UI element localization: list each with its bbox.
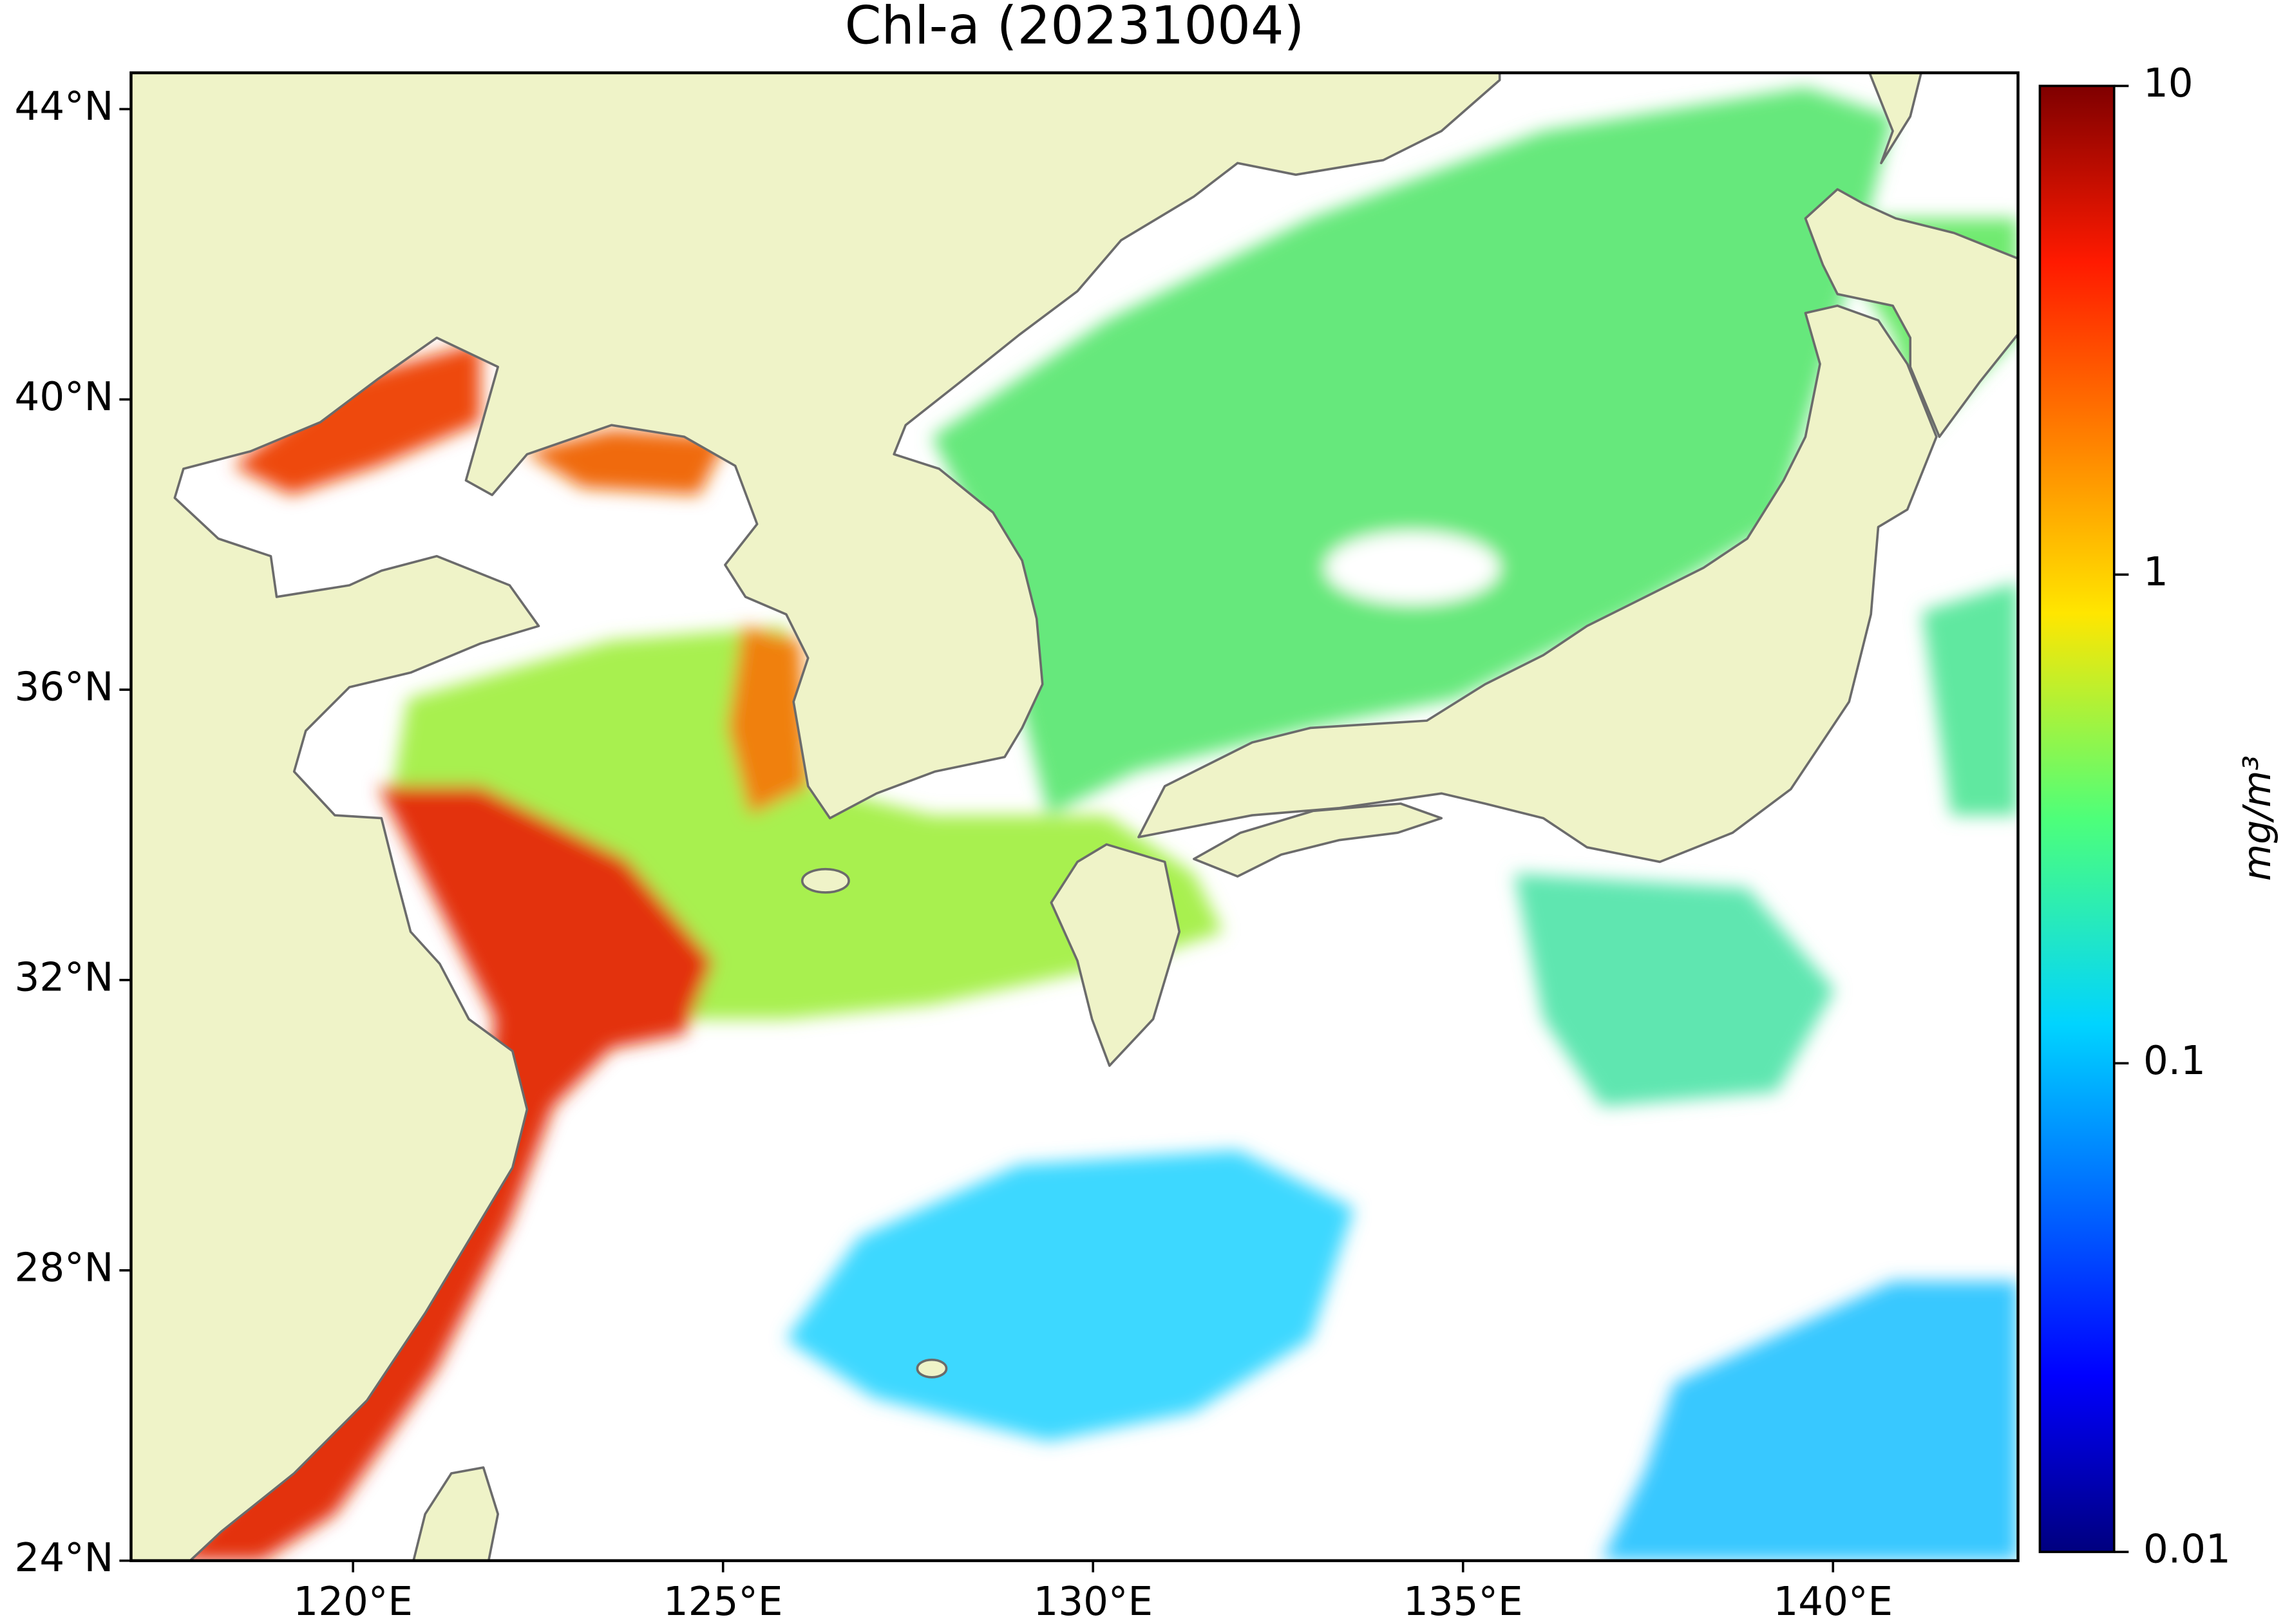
x-tick-label: 135°E [1403, 1579, 1523, 1624]
korea-coast-bloom [728, 626, 808, 816]
kyushu [1050, 843, 1181, 1067]
map-frame [129, 71, 2020, 1562]
southeast-patch [1601, 1281, 2018, 1561]
x-tick-label: 130°E [1033, 1579, 1153, 1624]
colorbar-label: mg/m³ [2235, 755, 2279, 881]
y-tick-label: 28°N [15, 1245, 114, 1290]
colorbar-tick-label: 0.1 [2143, 1038, 2206, 1084]
pacific-patch [1922, 582, 2018, 816]
colorbar-tick-label: 10 [2143, 61, 2193, 106]
colorbar-tick-label: 1 [2143, 549, 2168, 595]
kuroshio-patch [1514, 873, 1835, 1107]
colorbar [2038, 84, 2116, 1553]
cloud [1325, 531, 1500, 605]
y-tick-label: 44°N [15, 84, 114, 129]
shikoku [1193, 802, 1443, 878]
okinawa [916, 1358, 948, 1379]
hokkaido [1804, 188, 2018, 439]
y-tick-label: 36°N [15, 665, 114, 710]
colorbar-tick-label: 0.01 [2143, 1527, 2231, 1572]
liaodong-bloom [524, 429, 728, 495]
x-tick-label: 140°E [1773, 1579, 1893, 1624]
sakhalin [1868, 73, 1923, 165]
map-area [131, 73, 2018, 1561]
y-tick-label: 40°N [15, 374, 114, 420]
sea-of-japan-bloom [931, 87, 1893, 816]
mainland-asia [131, 73, 1501, 1561]
coastal-bloom [175, 786, 714, 1561]
bohai-bloom [232, 342, 481, 495]
y-tick-label: 24°N [15, 1535, 114, 1581]
x-tick-label: 125°E [663, 1579, 783, 1624]
x-tick-label: 120°E [293, 1579, 413, 1624]
y-tick-label: 32°N [15, 955, 114, 1001]
jeju [800, 867, 850, 894]
taiwan [412, 1466, 500, 1561]
map-title: Chl-a (20231004) [845, 0, 1305, 57]
